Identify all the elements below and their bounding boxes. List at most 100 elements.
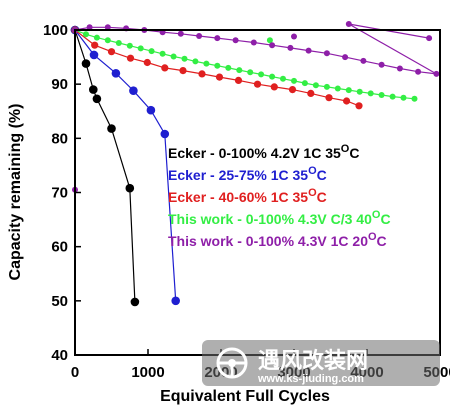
data-point: [111, 69, 121, 78]
data-point: [192, 58, 199, 65]
series-2: [71, 26, 363, 110]
data-point: [236, 67, 243, 74]
y-tick-label: 50: [51, 293, 68, 310]
data-point: [288, 86, 297, 94]
data-point: [360, 57, 367, 64]
data-point: [323, 83, 330, 90]
data-point: [92, 94, 102, 104]
y-tick-label: 70: [51, 185, 68, 202]
legend-entry: This work - 0-100% 4.3V C/3 40OC: [168, 209, 391, 227]
data-point: [91, 41, 99, 49]
data-point: [143, 58, 151, 67]
data-point: [378, 92, 385, 98]
data-point: [270, 83, 278, 91]
data-point: [214, 62, 221, 69]
y-tick-label: 60: [51, 239, 68, 256]
data-point: [181, 55, 188, 62]
data-point: [345, 21, 352, 27]
data-point: [280, 75, 286, 82]
legend-entry: Ecker - 40-60% 1C 35OC: [168, 187, 327, 205]
data-point: [171, 296, 180, 306]
y-tick-label: 90: [51, 76, 68, 93]
data-point: [146, 105, 156, 115]
data-point: [355, 102, 363, 110]
legend-entry: Ecker - 0-100% 4.2V 1C 35OC: [168, 143, 359, 161]
steering-wheel-icon: [216, 347, 248, 379]
data-point: [93, 34, 100, 41]
data-point: [86, 24, 93, 31]
data-point: [203, 60, 210, 67]
data-point: [130, 297, 140, 307]
y-tick-label: 40: [51, 347, 68, 364]
data-point: [343, 97, 351, 105]
data-point: [215, 73, 224, 81]
x-axis-label: Equivalent Full Cycles: [160, 388, 330, 405]
data-point: [367, 90, 374, 97]
x-tick-label: 0: [71, 364, 79, 381]
data-point: [345, 87, 352, 94]
data-point: [81, 59, 91, 68]
legend: Ecker - 0-100% 4.2V 1C 35OC Ecker - 25-75…: [168, 143, 391, 249]
data-point: [389, 93, 396, 100]
data-point: [125, 183, 135, 193]
data-point: [301, 80, 308, 87]
series-3: [72, 27, 418, 102]
data-point: [225, 64, 232, 71]
data-point: [170, 53, 177, 60]
series-line: [74, 29, 177, 301]
data-point: [89, 85, 98, 94]
data-point: [269, 73, 276, 80]
series-line: [74, 29, 415, 100]
data-point: [411, 95, 418, 102]
data-point: [334, 85, 341, 92]
data-point: [253, 80, 262, 88]
data-point: [258, 71, 265, 78]
data-point: [107, 48, 116, 56]
data-point: [177, 30, 184, 37]
data-point: [104, 37, 111, 44]
data-point: [232, 37, 239, 44]
y-axis-label: Capacity remaining (%): [7, 104, 24, 281]
data-point: [247, 69, 254, 76]
series-layer: [70, 21, 440, 307]
data-point: [342, 54, 349, 61]
data-point: [356, 88, 363, 95]
data-point: [196, 33, 203, 39]
legend-entry: This work - 0-100% 4.3V 1C 20OC: [168, 231, 387, 249]
data-point: [323, 50, 330, 57]
data-point: [396, 65, 403, 72]
data-point: [137, 45, 144, 52]
data-point: [291, 33, 297, 40]
data-point: [126, 42, 133, 49]
data-point: [426, 35, 433, 42]
data-point: [234, 76, 243, 84]
data-point: [325, 94, 333, 102]
data-point: [89, 50, 99, 60]
series-line: [74, 29, 136, 302]
data-point: [307, 89, 315, 97]
data-point: [415, 68, 422, 75]
data-point: [214, 35, 221, 42]
data-point: [104, 24, 111, 31]
data-point: [107, 124, 116, 133]
data-point: [269, 42, 276, 49]
data-point: [378, 61, 385, 68]
data-point: [287, 44, 294, 51]
data-point: [305, 47, 312, 54]
watermark-brand: 遇风改装网: [258, 348, 368, 373]
data-point: [115, 40, 122, 46]
data-point: [83, 31, 89, 38]
x-tick-label: 1000: [131, 364, 164, 381]
watermark: 遇风改装网 www.ks-jiuding.com: [202, 340, 440, 386]
data-point: [433, 70, 440, 77]
watermark-band: [202, 340, 440, 386]
data-point: [179, 67, 187, 75]
data-point: [129, 86, 138, 95]
legend-entry: Ecker - 25-75% 1C 35OC: [168, 165, 327, 183]
watermark-url: www.ks-jiuding.com: [257, 373, 364, 385]
data-point: [148, 48, 155, 55]
data-point: [400, 94, 407, 101]
data-point: [198, 70, 206, 78]
series-1: [70, 25, 180, 306]
